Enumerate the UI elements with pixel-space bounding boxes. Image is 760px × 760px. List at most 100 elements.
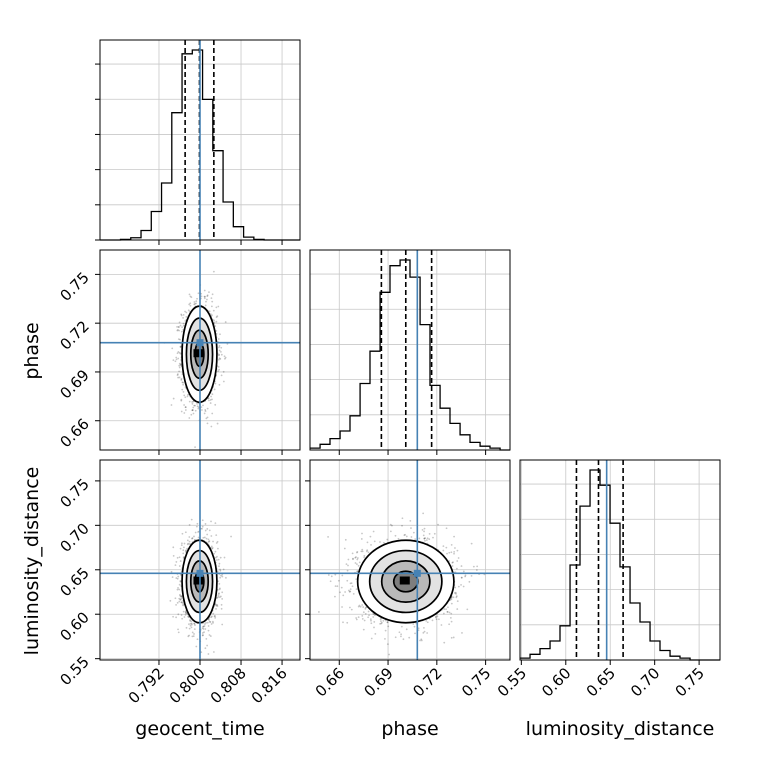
sample-point (178, 583, 181, 586)
sample-point (179, 593, 181, 596)
sample-point (453, 550, 456, 553)
sample-point (450, 636, 453, 639)
sample-point (181, 617, 184, 620)
sample-point (206, 422, 209, 425)
sample-point (355, 617, 358, 619)
sample-point (219, 556, 222, 559)
sample-point (177, 338, 180, 341)
x-tick-label-luminosity_distance-3: 0.70 (627, 664, 663, 700)
sample-point (188, 293, 191, 296)
sample-point (221, 598, 224, 600)
sample-point (210, 545, 213, 548)
sample-point (446, 611, 449, 613)
sample-point (221, 573, 224, 576)
sample-point (389, 530, 392, 533)
sample-point (456, 560, 459, 562)
sample-point (217, 370, 219, 373)
y-tick-label-phase-3: 0.75 (56, 268, 92, 304)
sample-point (197, 292, 200, 295)
sample-point (191, 401, 194, 403)
sample-point (185, 549, 188, 552)
sample-point (207, 538, 210, 541)
sample-point (217, 365, 220, 368)
sample-point (182, 324, 185, 327)
sample-point (218, 562, 221, 565)
panel-frame-luminosity_distance (519, 459, 721, 661)
sample-point (213, 319, 215, 322)
sample-point (425, 620, 428, 622)
sample-point (179, 598, 182, 601)
sample-point (401, 517, 404, 520)
sample-point (357, 605, 360, 608)
sample-point (218, 592, 220, 595)
sample-point (178, 362, 181, 365)
sample-point (216, 604, 219, 606)
sample-point (174, 597, 177, 600)
sample-point (424, 539, 426, 542)
sample-point (208, 634, 211, 636)
sample-point (175, 577, 178, 579)
sample-point (417, 627, 420, 630)
sample-point (192, 412, 195, 415)
sample-point (342, 621, 344, 624)
sample-point (431, 619, 434, 622)
sample-point (183, 542, 186, 545)
sample-point (219, 569, 222, 572)
sample-point (217, 547, 219, 550)
sample-point (186, 543, 189, 546)
sample-point (341, 606, 343, 608)
sample-point (386, 621, 389, 624)
sample-point (455, 596, 458, 599)
sample-point (204, 295, 206, 298)
sample-point (177, 328, 179, 331)
sample-point (454, 591, 457, 594)
sample-point (188, 536, 191, 538)
sample-point (194, 409, 197, 412)
sample-point (214, 382, 217, 385)
sample-point (219, 350, 222, 353)
sample-point (208, 291, 210, 293)
sample-point (405, 535, 408, 538)
y-tick-label-phase-1: 0.69 (56, 366, 92, 402)
sample-point (355, 618, 358, 621)
sample-point (218, 349, 221, 352)
sample-point (193, 535, 195, 538)
sample-point (209, 621, 212, 623)
sample-point (202, 625, 205, 628)
sample-point (448, 551, 451, 554)
sample-point (206, 416, 209, 419)
sample-point (219, 333, 221, 336)
sample-point (176, 556, 179, 559)
sample-point (204, 647, 207, 650)
sample-point (179, 598, 182, 601)
sample-point (329, 580, 332, 583)
sample-point (443, 608, 446, 610)
sample-point (387, 625, 390, 628)
sample-point (425, 539, 428, 542)
sample-point (212, 270, 215, 273)
density-core (193, 576, 204, 585)
sample-point (180, 597, 183, 600)
sample-point (176, 588, 179, 591)
sample-point (186, 547, 188, 550)
sample-point (373, 621, 376, 623)
sample-point (201, 632, 204, 634)
sample-point (197, 531, 199, 533)
sample-point (183, 404, 185, 406)
sample-point (214, 522, 217, 525)
sample-point (449, 616, 452, 619)
sample-point (176, 373, 179, 376)
sample-point (187, 615, 189, 618)
sample-point (205, 637, 208, 640)
sample-point (192, 635, 195, 638)
sample-point (175, 356, 178, 359)
sample-point (175, 358, 178, 361)
sample-point (210, 395, 212, 398)
sample-point (180, 544, 183, 547)
sample-point (170, 570, 173, 573)
sample-point (423, 537, 426, 540)
sample-point (178, 351, 181, 354)
sample-point (341, 574, 344, 577)
sample-point (211, 546, 214, 549)
sample-point (180, 314, 183, 317)
